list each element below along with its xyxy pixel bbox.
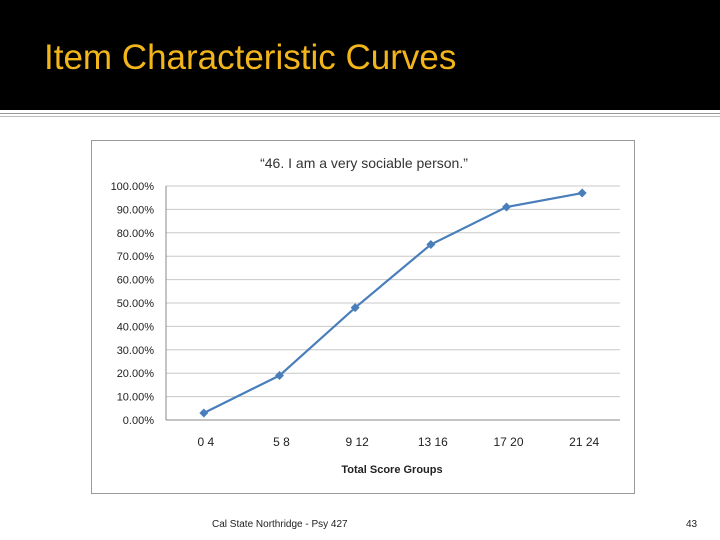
x-tick-label: 5 8 <box>273 435 290 449</box>
y-tick-label: 100.00% <box>111 181 155 193</box>
page-number: 43 <box>686 519 698 530</box>
y-tick-label: 20.00% <box>117 368 155 380</box>
title-bar <box>0 0 720 110</box>
y-tick-label: 40.00% <box>117 321 155 333</box>
data-point <box>577 188 587 198</box>
y-tick-label: 80.00% <box>117 228 155 240</box>
y-tick-label: 10.00% <box>117 392 155 404</box>
series <box>199 188 587 418</box>
data-point <box>502 202 511 212</box>
y-tick-label: 30.00% <box>117 345 155 357</box>
y-tick-label: 0.00% <box>123 415 154 427</box>
x-tick-label: 9 12 <box>345 435 369 449</box>
x-axis-label: Total Score Groups <box>341 464 442 476</box>
chart-title: “46. I am a very sociable person.” <box>260 155 468 171</box>
title-divider-secondary <box>0 116 720 117</box>
x-axis-ticks: 0 4 5 8 9 12 13 16 17 20 21 24 <box>197 435 599 449</box>
y-tick-label: 90.00% <box>117 204 155 216</box>
data-point <box>275 371 284 381</box>
x-tick-label: 17 20 <box>493 435 523 449</box>
y-tick-label: 60.00% <box>117 275 155 287</box>
x-tick-label: 13 16 <box>418 435 448 449</box>
gridlines <box>165 185 620 421</box>
y-axis-ticks: 0.00% 10.00% 20.00% 30.00% 40.00% 50.00% 60.00… <box>111 181 155 427</box>
footer-text: Cal State Northridge - Psy 427 <box>212 519 348 530</box>
data-point <box>426 240 436 249</box>
series-line <box>203 191 583 414</box>
title-divider <box>0 113 720 114</box>
x-tick-label: 21 24 <box>569 435 599 449</box>
y-tick-label: 50.00% <box>117 298 155 310</box>
y-tick-label: 70.00% <box>117 251 155 263</box>
x-tick-label: 0 4 <box>197 435 214 449</box>
data-point <box>350 303 360 313</box>
data-point <box>199 408 209 418</box>
slide-title: Item Characteristic Curves <box>44 38 457 77</box>
